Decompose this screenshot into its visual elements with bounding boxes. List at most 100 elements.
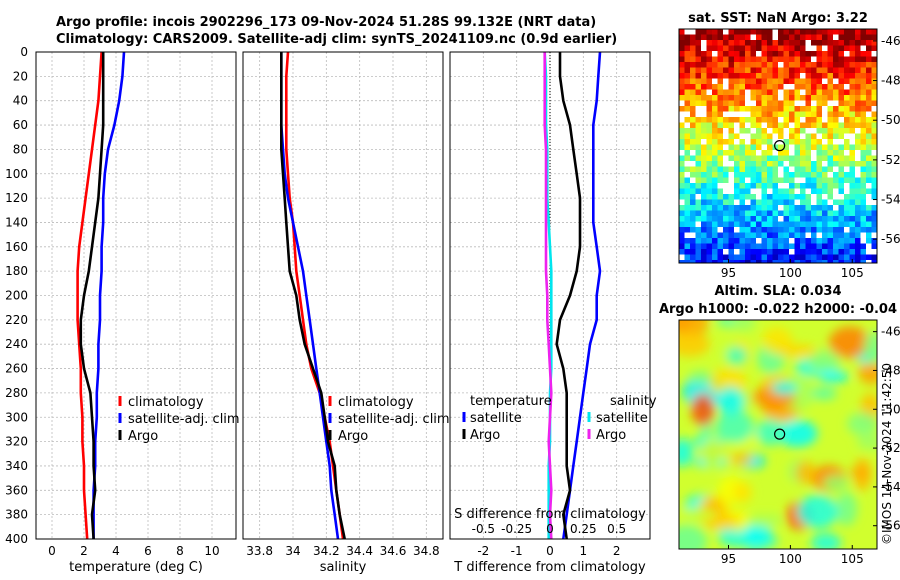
- sst-cell: [833, 260, 839, 263]
- sst-cell: [855, 73, 861, 79]
- sst-cell: [871, 177, 877, 184]
- sst-cell: [772, 183, 779, 189]
- sst-cell: [706, 238, 713, 244]
- sst-cell: [800, 205, 806, 211]
- sst-cell: [871, 205, 877, 211]
- sst-cell: [690, 194, 696, 200]
- sst-cell: [761, 100, 768, 107]
- sst-cell: [794, 111, 801, 118]
- sst-cell: [833, 117, 839, 123]
- sst-cell: [695, 117, 702, 123]
- sst-cell: [822, 183, 828, 189]
- sst-cell: [860, 144, 867, 151]
- legend-title-salinity: salinity: [610, 394, 657, 409]
- sst-cell: [695, 238, 702, 244]
- sst-cell: [805, 210, 812, 217]
- sst-cell: [728, 161, 735, 167]
- sst-cell: [855, 62, 861, 68]
- sst-cell: [833, 62, 839, 68]
- sst-cell: [690, 232, 696, 239]
- sst-cell: [750, 254, 757, 261]
- sst-cell: [844, 89, 850, 96]
- sst-cell: [789, 73, 795, 79]
- sst-cell: [772, 221, 779, 228]
- sst-cell: [816, 117, 823, 123]
- sst-cell: [717, 232, 724, 239]
- sst-cell: [767, 34, 773, 41]
- sst-cell: [739, 221, 746, 228]
- sst-cell: [739, 51, 746, 57]
- sst-cell: [728, 73, 735, 79]
- sst-cell: [767, 117, 773, 123]
- s-tick-label: 0.5: [607, 522, 626, 536]
- depth-tick-label: 20: [13, 69, 28, 83]
- sst-cell: [761, 111, 768, 118]
- sst-cell: [712, 227, 718, 233]
- sst-cell: [684, 111, 691, 118]
- sst-cell: [871, 95, 877, 101]
- sst-cell: [734, 139, 740, 145]
- sst-cell: [706, 144, 713, 151]
- lat-tick-label: -46: [881, 325, 900, 339]
- sst-cell: [690, 144, 696, 151]
- sst-cell: [679, 78, 685, 85]
- depth-tick-label: 220: [5, 313, 28, 327]
- sst-cell: [739, 78, 746, 85]
- sst-cell: [838, 128, 845, 134]
- sst-cell: [756, 40, 762, 46]
- sst-cell: [783, 67, 790, 74]
- sst-cell: [756, 166, 762, 173]
- sst-cell: [833, 199, 839, 206]
- sst-cell: [745, 29, 751, 35]
- sst-cell: [772, 51, 779, 57]
- sst-cell: [844, 139, 850, 145]
- sst-cell: [701, 139, 707, 145]
- sst-cell: [695, 144, 702, 151]
- sst-cell: [838, 199, 845, 206]
- sst-cell: [838, 139, 845, 145]
- sst-cell: [712, 161, 718, 167]
- sst-cell: [838, 122, 845, 129]
- sst-cell: [849, 56, 856, 63]
- depth-tick-label: 160: [5, 240, 28, 254]
- sst-cell: [789, 45, 795, 52]
- lat-tick-label: -46: [881, 34, 900, 48]
- sst-cell: [833, 67, 839, 74]
- sst-cell: [706, 260, 713, 263]
- sst-cell: [849, 249, 856, 255]
- sst-cell: [761, 254, 768, 261]
- sst-cell: [690, 62, 696, 68]
- sst-cell: [827, 254, 834, 261]
- sst-cell: [712, 221, 718, 228]
- sst-cell: [844, 122, 850, 129]
- sst-cell: [833, 172, 839, 178]
- sst-cell: [822, 150, 828, 156]
- sst-cell: [800, 238, 806, 244]
- sst-cell: [767, 111, 773, 118]
- sst-cell: [767, 89, 773, 96]
- sst-cell: [871, 243, 877, 250]
- sst-cell: [849, 84, 856, 90]
- sst-cell: [728, 95, 735, 101]
- sst-cell: [866, 100, 872, 107]
- sst-cell: [767, 144, 773, 151]
- sst-cell: [723, 194, 729, 200]
- sst-cell: [778, 62, 784, 68]
- sst-cell: [778, 243, 784, 250]
- sst-cell: [833, 194, 839, 200]
- sst-cell: [794, 205, 801, 211]
- sst-cell: [844, 67, 850, 74]
- sst-cell: [739, 133, 746, 140]
- sst-cell: [756, 29, 762, 35]
- sst-cell: [728, 62, 735, 68]
- sst-cell: [822, 122, 828, 129]
- sst-cell: [756, 172, 762, 178]
- sst-cell: [855, 139, 861, 145]
- sst-cell: [871, 199, 877, 206]
- sst-cell: [794, 122, 801, 129]
- sst-cell: [739, 232, 746, 239]
- sst-cell: [739, 45, 746, 52]
- sst-cell: [750, 128, 757, 134]
- sst-cell: [717, 122, 724, 129]
- x-tick-label: 34.6: [380, 544, 407, 558]
